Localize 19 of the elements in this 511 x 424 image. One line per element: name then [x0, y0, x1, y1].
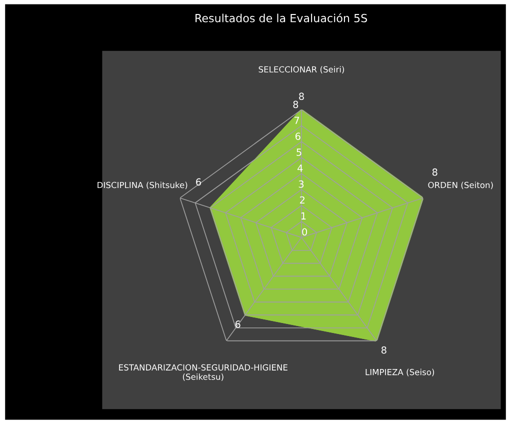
data-label: 6 — [196, 178, 201, 186]
y-tick-label: 6 — [295, 132, 300, 140]
y-tick-label: 0 — [302, 228, 308, 236]
spoke-label: SELECCIONAR (Seiri) — [258, 66, 344, 74]
spoke-label: LIMPIEZA (Seiso) — [366, 368, 434, 376]
data-label: 8 — [381, 346, 386, 354]
data-label: 8 — [432, 168, 438, 176]
y-tick-label: 3 — [298, 180, 304, 188]
y-tick-label: 4 — [298, 164, 303, 172]
y-tick-label: 7 — [294, 116, 300, 124]
spoke-label: ORDEN (Seiton) — [428, 182, 493, 190]
data-label: 6 — [235, 320, 240, 328]
y-tick-label: 1 — [301, 212, 306, 220]
y-tick-label: 5 — [296, 148, 302, 156]
y-tick-label: 2 — [300, 196, 304, 204]
y-tick-label: 8 — [293, 100, 298, 108]
spoke-label: DISCIPLINA (Shitsuke) — [98, 182, 188, 190]
spoke-label: ESTANDARIZACION-SEGURIDAD-HIGIENE (Seiketsu) — [119, 364, 288, 381]
chart-title: Resultados de la Evaluación 5S — [196, 13, 368, 22]
